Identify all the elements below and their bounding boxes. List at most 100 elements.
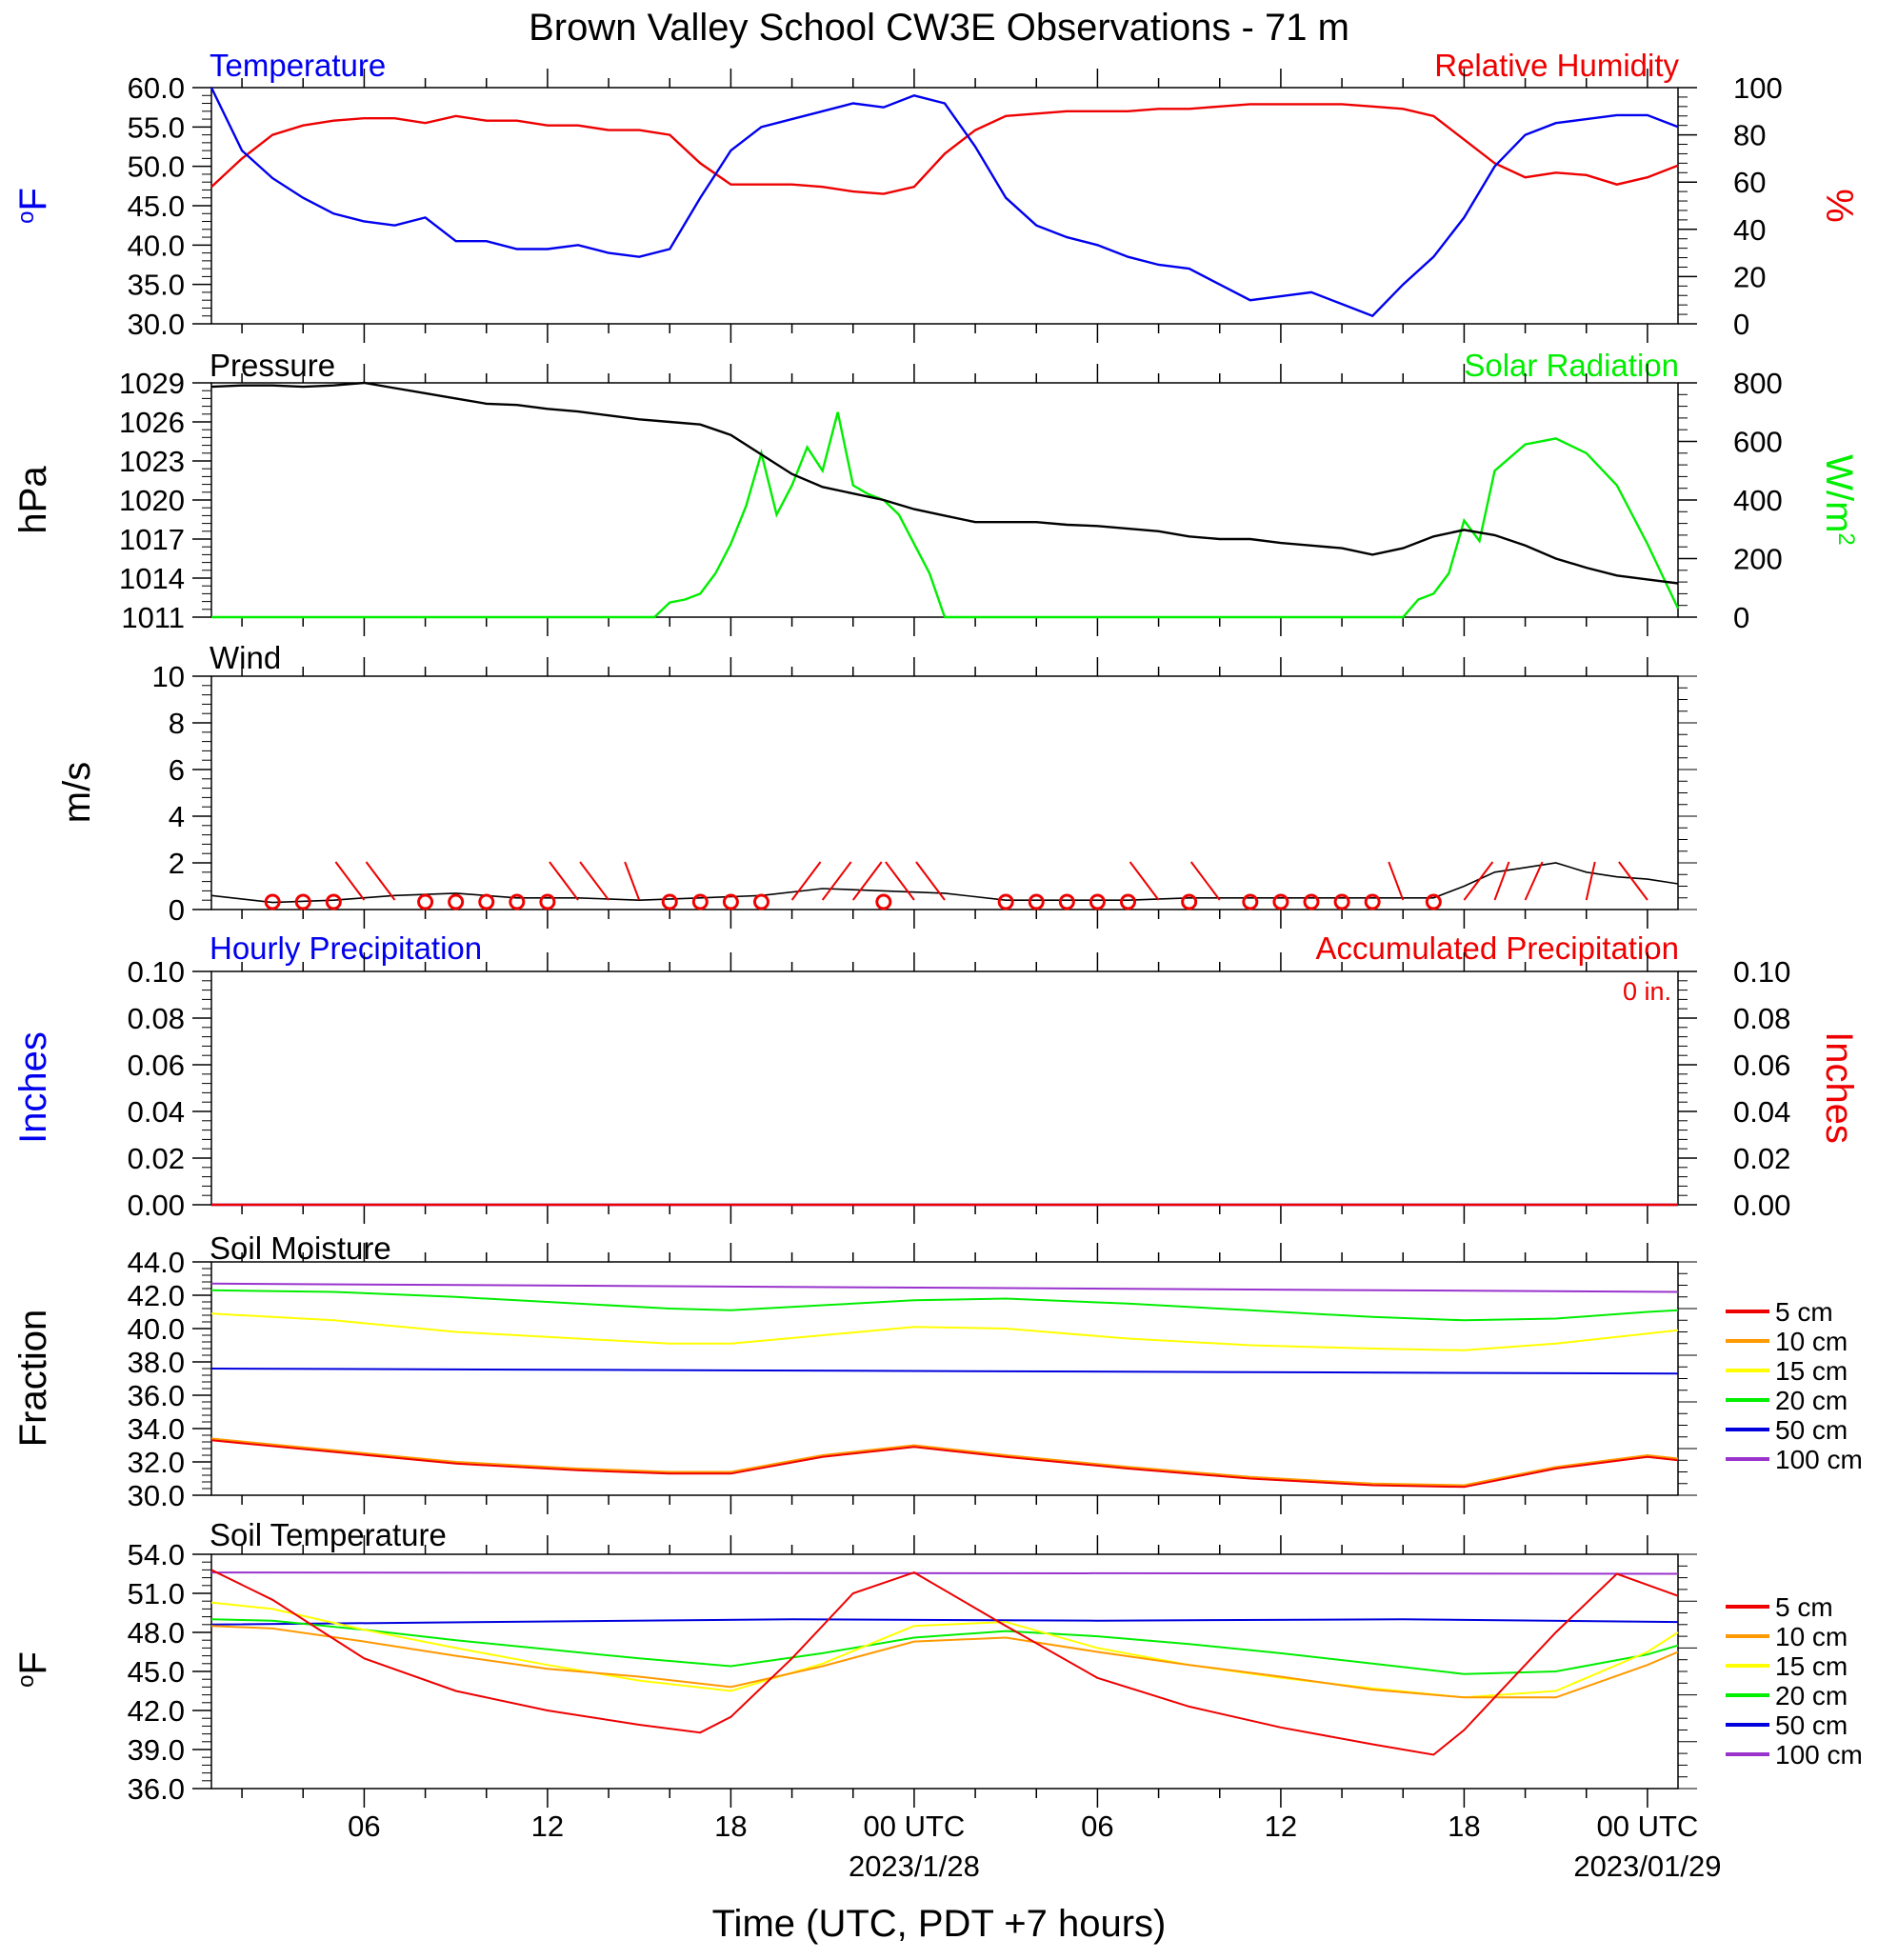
legend-label: 10 cm xyxy=(1775,1622,1848,1651)
y-right-tick-label: 80 xyxy=(1733,119,1766,152)
wind-barb xyxy=(885,861,915,901)
y-right-tick-label: 200 xyxy=(1733,543,1783,576)
accum-precip-unit-label: Inches xyxy=(1818,1031,1860,1144)
plot-frame xyxy=(210,382,1679,618)
y-tick-label: 0.02 xyxy=(128,1142,185,1175)
y-right-tick-label: 0.08 xyxy=(1733,1002,1790,1035)
wind-barb xyxy=(851,861,883,901)
y-tick-label: 45.0 xyxy=(128,1655,185,1689)
panel-precipitation: Hourly Precipitation Accumulated Precipi… xyxy=(12,930,1860,1144)
y-tick-label: 50.0 xyxy=(128,150,185,184)
y-tick-label: 30.0 xyxy=(128,308,185,341)
y-tick-label: 0 xyxy=(169,893,185,927)
wind-barb xyxy=(1129,861,1160,901)
x-date-label: 2023/01/29 xyxy=(1573,1850,1721,1883)
calm-wind-marker xyxy=(875,893,892,910)
calm-wind-marker xyxy=(1120,893,1136,910)
legend-label: 5 cm xyxy=(1775,1297,1833,1327)
panel-frame-wind: 10 8 6 4 2 0 xyxy=(152,657,1697,929)
temperature-unit-label: oF xyxy=(12,188,54,224)
panel-temperature-humidity: Temperature Relative Humidity oF % xyxy=(12,48,1860,224)
y-tick-label: 0.04 xyxy=(128,1095,185,1129)
soil_temp-line-100cm xyxy=(210,1571,1679,1575)
x-tick-label: 00 UTC xyxy=(1597,1810,1699,1843)
calm-wind-marker xyxy=(1364,893,1381,910)
y-right-tick-label: 400 xyxy=(1733,484,1783,517)
calm-wind-marker xyxy=(417,893,434,910)
wind-barb xyxy=(1189,861,1221,901)
pressure-line xyxy=(210,381,1679,585)
soil_moisture-line-10cm xyxy=(210,1437,1679,1487)
y-tick-label: 1029 xyxy=(119,367,185,400)
y-right-tick-label: 0.04 xyxy=(1733,1095,1790,1129)
plot-frame xyxy=(210,970,1679,1206)
plot-content: 60.055.050.045.040.035.030.0100806040200… xyxy=(119,69,1863,1883)
x-tick-label: 18 xyxy=(714,1810,747,1843)
calm-wind-marker xyxy=(539,893,556,910)
panel-soil-moisture: Soil Moisture Fraction xyxy=(12,1230,391,1447)
y-tick-label: 0.06 xyxy=(128,1049,185,1082)
y-right-tick-label: 0 xyxy=(1733,308,1749,341)
pressure-title: Pressure xyxy=(210,348,335,383)
calm-wind-marker xyxy=(1089,893,1106,910)
y-right-tick-label: 40 xyxy=(1733,213,1766,247)
legend-label: 50 cm xyxy=(1775,1415,1848,1445)
legend-label: 5 cm xyxy=(1775,1592,1833,1622)
y-right-tick-label: 0.06 xyxy=(1733,1049,1790,1082)
y-tick-label: 8 xyxy=(169,707,185,740)
soil_moisture-line-5cm xyxy=(210,1439,1679,1489)
calm-wind-marker xyxy=(448,893,465,910)
y-tick-label: 36.0 xyxy=(128,1379,185,1412)
wind-barb xyxy=(579,861,609,901)
hourly-precip-title: Hourly Precipitation xyxy=(210,930,482,966)
legend-label: 20 cm xyxy=(1775,1681,1848,1710)
y-tick-label: 1014 xyxy=(119,562,185,595)
calm-wind-marker xyxy=(691,893,709,910)
wind-barb xyxy=(915,861,946,901)
humidity-unit-label: % xyxy=(1818,189,1860,223)
calm-wind-marker xyxy=(1303,893,1320,910)
y-right-tick-label: 0.10 xyxy=(1733,955,1790,989)
soil_moisture-line-15cm xyxy=(210,1312,1679,1351)
y-tick-label: 39.0 xyxy=(128,1733,185,1767)
y-right-tick-label: 100 xyxy=(1733,71,1783,105)
y-tick-label: 30.0 xyxy=(128,1479,185,1512)
y-tick-label: 2 xyxy=(169,847,185,880)
y-tick-label: 44.0 xyxy=(128,1246,185,1279)
calm-wind-marker xyxy=(1272,893,1289,910)
wind-barb xyxy=(624,861,641,901)
y-tick-label: 10 xyxy=(152,660,185,693)
panel-frame-soil_temp: 54.0 51.0 48.0 45.0 42.0 39.0 36.0 xyxy=(128,1535,1697,1808)
accum-precip-value: 0 in. xyxy=(1623,977,1671,1006)
wind-barb xyxy=(1618,861,1648,901)
soil_temp-line-5cm xyxy=(210,1569,1679,1756)
y-right-tick-label: 0.00 xyxy=(1733,1189,1790,1222)
calm-wind-marker xyxy=(509,893,526,910)
panel-frame-pressure_solar: 1029 1026 1023 1020 1017 1014 1011 800 600 400 200… xyxy=(119,364,1783,636)
wind-barb xyxy=(1493,861,1510,901)
wind-barb xyxy=(1585,861,1596,901)
y-tick-label: 42.0 xyxy=(128,1694,185,1728)
wind-barb xyxy=(549,861,579,901)
soil-moisture-title: Soil Moisture xyxy=(210,1230,391,1266)
y-tick-label: 34.0 xyxy=(128,1412,185,1446)
legend-label: 50 cm xyxy=(1775,1710,1848,1740)
wind-barb xyxy=(790,861,822,901)
y-tick-label: 1017 xyxy=(119,523,185,556)
calm-wind-marker xyxy=(722,893,739,910)
soil_moisture-line-50cm xyxy=(210,1368,1679,1375)
legend-label: 100 cm xyxy=(1775,1445,1863,1474)
y-tick-label: 0.00 xyxy=(128,1189,185,1222)
y-tick-label: 4 xyxy=(169,800,185,833)
y-tick-label: 40.0 xyxy=(128,1312,185,1346)
y-tick-label: 55.0 xyxy=(128,110,185,144)
soil-temperature-unit-label: oF xyxy=(12,1651,54,1688)
calm-wind-marker xyxy=(1425,893,1442,910)
panel-frame-temp_rh: 60.0 55.0 50.0 45.0 40.0 35.0 30.0 100 80 60 40 20 0 xyxy=(128,69,1783,343)
plot-frame xyxy=(210,675,1679,910)
wind-barb xyxy=(821,861,852,901)
y-tick-label: 1011 xyxy=(121,601,185,634)
y-tick-label: 35.0 xyxy=(128,269,185,302)
y-tick-label: 1020 xyxy=(119,484,185,517)
